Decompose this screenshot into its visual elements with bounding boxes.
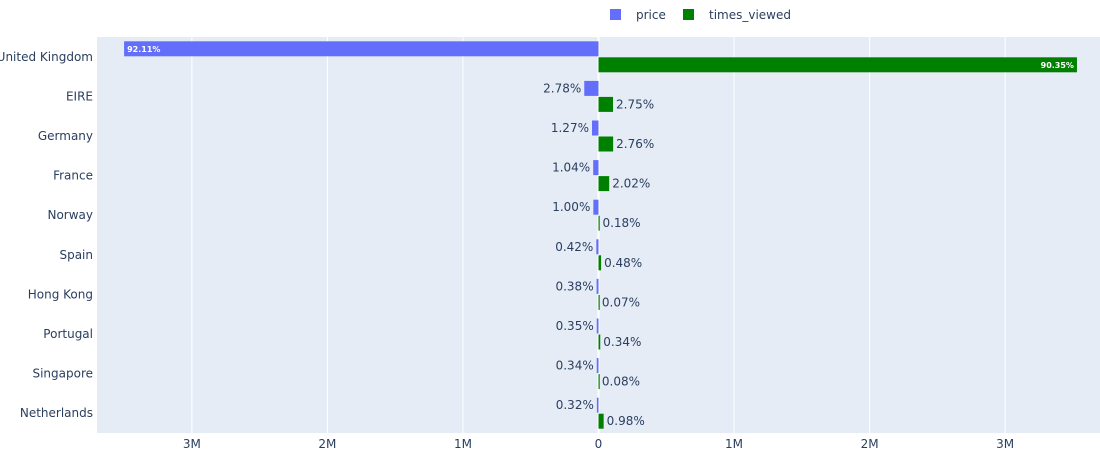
bar-price — [596, 397, 599, 413]
category-label: Singapore — [32, 367, 93, 381]
bar-price — [593, 160, 599, 176]
bar-price — [591, 120, 599, 136]
bar-times-viewed — [598, 374, 600, 390]
bar-times-viewed — [598, 294, 600, 310]
category-label: Germany — [38, 129, 93, 143]
bar-price — [584, 80, 599, 96]
bar-times-viewed — [598, 255, 602, 271]
bar-times-viewed — [598, 215, 600, 231]
data-label: 1.00% — [552, 200, 590, 214]
data-label: 2.75% — [616, 97, 654, 111]
bar-price — [596, 278, 599, 294]
data-label: 0.35% — [556, 319, 594, 333]
x-tick-label: 0 — [595, 437, 603, 450]
category-label: Portugal — [43, 327, 93, 341]
legend-entry: times_viewed — [709, 8, 791, 22]
data-label: 0.34% — [556, 359, 594, 373]
x-tick-label: 1M — [454, 437, 472, 450]
bar-times-viewed — [598, 413, 604, 429]
legend: price times_viewed — [610, 8, 791, 22]
x-tick-label: 2M — [861, 437, 879, 450]
bar-price — [596, 358, 599, 374]
category-label: Spain — [59, 248, 93, 262]
data-label: 0.38% — [555, 279, 593, 293]
data-label: 2.02% — [612, 177, 650, 191]
bar-price — [596, 239, 599, 255]
data-label: 0.34% — [603, 335, 641, 349]
data-label: 0.18% — [602, 216, 640, 230]
bar-times-viewed — [598, 96, 614, 112]
x-tick-label: 3M — [996, 437, 1014, 450]
data-label: 90.35% — [1041, 61, 1074, 70]
data-label: 0.08% — [602, 375, 640, 389]
data-label: 0.98% — [607, 414, 645, 428]
data-label: 92.11% — [127, 45, 160, 54]
bar-times-viewed — [598, 57, 1077, 73]
x-tick-label: 3M — [183, 437, 201, 450]
bar-times-viewed — [598, 176, 610, 192]
data-label: 1.04% — [552, 161, 590, 175]
data-label: 0.32% — [556, 398, 594, 412]
data-label: 2.76% — [616, 137, 654, 151]
data-label: 0.48% — [604, 256, 642, 270]
legend-entry: price — [636, 8, 666, 22]
bar-times-viewed — [598, 136, 614, 152]
bar-price — [124, 41, 599, 57]
category-label: France — [53, 169, 93, 183]
data-label: 2.78% — [543, 81, 581, 95]
data-label: 0.07% — [602, 295, 640, 309]
category-label: Netherlands — [20, 406, 93, 420]
data-label: 1.27% — [551, 121, 589, 135]
bar-times-viewed — [598, 334, 601, 350]
category-label: Norway — [47, 208, 93, 222]
category-label: Hong Kong — [28, 287, 93, 301]
category-label: EIRE — [66, 89, 93, 103]
bar-price — [596, 318, 599, 334]
x-tick-label: 1M — [725, 437, 743, 450]
category-label: United Kingdom — [0, 50, 93, 64]
legend-swatch — [683, 9, 694, 20]
data-label: 0.42% — [555, 240, 593, 254]
x-tick-label: 2M — [318, 437, 336, 450]
legend-swatch — [610, 9, 621, 20]
bar-price — [593, 199, 599, 215]
